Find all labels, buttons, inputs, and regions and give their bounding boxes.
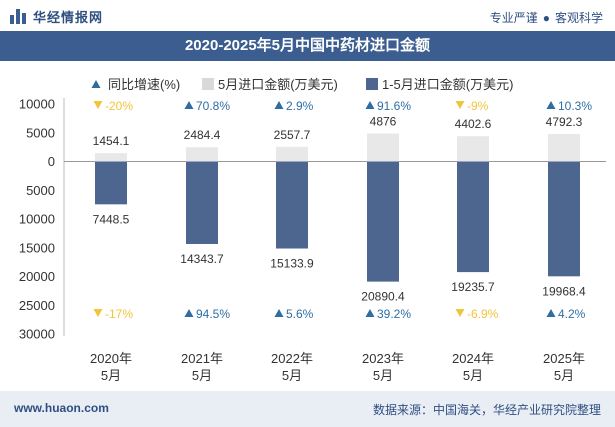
ytd-bar	[548, 161, 580, 277]
footer: www.huaon.com 数据来源：中国海关，华经产业研究院整理	[0, 391, 615, 427]
legend-monthly-label: 5月进口金额(万美元)	[218, 77, 338, 92]
x-category-label: 2023年	[362, 351, 404, 366]
growth-ytd-label: 94.5%	[196, 307, 230, 321]
ytd-bar	[457, 161, 489, 273]
monthly-bar	[276, 146, 308, 162]
footer-source: 数据来源：中国海关，华经产业研究院整理	[372, 403, 601, 417]
monthly-value-label: 1454.1	[93, 134, 130, 148]
y-tick-label: 10000	[19, 212, 55, 227]
growth-up-icon	[274, 309, 284, 317]
x-category-label: 2020年	[90, 351, 132, 366]
growth-monthly-label: 2.9%	[286, 99, 314, 113]
legend-monthly-swatch	[202, 78, 214, 90]
growth-ytd-label: 4.2%	[558, 307, 586, 321]
brand-name: 华经情报网	[33, 10, 104, 25]
growth-ytd-label: -6.9%	[467, 307, 499, 321]
monthly-value-label: 2484.4	[184, 128, 221, 142]
y-tick-label: 10000	[19, 97, 55, 112]
ytd-value-label: 15133.9	[270, 257, 314, 271]
ytd-value-label: 7448.5	[93, 212, 130, 226]
growth-down-icon	[455, 101, 465, 109]
chart: 同比增速(%) 5月进口金额(万美元) 1-5月进口金额(万美元) 10000 5000…	[19, 77, 606, 383]
tagline-right: 客观科学	[554, 11, 603, 25]
ytd-value-label: 19968.4	[542, 284, 586, 298]
title-bar: 2020-2025年5月中国中药材进口金额	[0, 31, 615, 61]
monthly-bar	[186, 147, 218, 162]
ytd-bar	[95, 161, 127, 205]
tagline: 专业严谨 ● 客观科学	[490, 9, 603, 26]
growth-monthly-label: -20%	[105, 99, 133, 113]
monthly-value-label: 4402.6	[455, 117, 492, 131]
growth-monthly-label: 10.3%	[558, 99, 592, 113]
x-category-label: 5月	[463, 368, 483, 383]
growth-down-icon	[93, 101, 103, 109]
growth-up-icon	[546, 101, 556, 109]
ytd-bar	[276, 161, 308, 249]
ytd-value-label: 14343.7	[180, 252, 224, 266]
ytd-bar	[367, 161, 399, 282]
x-category-label: 2022年	[271, 351, 313, 366]
growth-ytd-label: 5.6%	[286, 307, 314, 321]
growth-monthly-label: 91.6%	[377, 99, 411, 113]
monthly-bar	[457, 136, 489, 162]
y-tick-label: 15000	[19, 240, 55, 255]
growth-down-icon	[93, 309, 103, 317]
y-tick-label: 30000	[19, 327, 55, 342]
growth-up-icon	[546, 309, 556, 317]
growth-monthly-label: 70.8%	[196, 99, 230, 113]
growth-ytd-label: -17%	[105, 307, 133, 321]
x-category-label: 2024年	[452, 351, 494, 366]
brand: 华经情报网	[10, 7, 103, 26]
growth-up-icon	[184, 101, 194, 109]
growth-up-icon	[365, 101, 375, 109]
growth-ytd-label: 39.2%	[377, 307, 411, 321]
chart-title: 2020-2025年5月中国中药材进口金额	[184, 37, 431, 54]
x-category-label: 5月	[282, 368, 302, 383]
legend-growth-label: 同比增速(%)	[108, 77, 180, 92]
growth-monthly-label: -9%	[467, 99, 489, 113]
ytd-value-label: 20890.4	[361, 290, 405, 304]
monthly-bar	[548, 133, 580, 162]
monthly-value-label: 4876	[370, 114, 397, 128]
ytd-bar	[186, 161, 218, 244]
y-tick-label: 5000	[26, 183, 55, 198]
x-category-label: 2021年	[181, 351, 223, 366]
y-tick-label: 0	[48, 154, 55, 169]
x-category-label: 2025年	[543, 351, 585, 366]
x-category-label: 5月	[192, 368, 212, 383]
growth-up-icon	[365, 309, 375, 317]
legend-ytd-swatch	[366, 78, 378, 90]
growth-down-icon	[455, 309, 465, 317]
tagline-dot: ●	[542, 11, 550, 25]
x-category-label: 5月	[554, 368, 574, 383]
monthly-value-label: 4792.3	[546, 115, 583, 129]
growth-up-icon	[91, 80, 101, 88]
legend-ytd-label: 1-5月进口金额(万美元)	[382, 77, 513, 92]
y-tick-label: 20000	[19, 269, 55, 284]
ytd-value-label: 19235.7	[451, 280, 495, 294]
brand-logo-icon	[10, 9, 27, 24]
growth-up-icon	[184, 309, 194, 317]
footer-url: www.huaon.com	[14, 401, 109, 415]
top-bar: 华经情报网 专业严谨 ● 客观科学	[0, 0, 615, 30]
y-tick-label: 5000	[26, 125, 55, 140]
x-category-label: 5月	[101, 368, 121, 383]
y-tick-label: 25000	[19, 298, 55, 313]
tagline-left: 专业严谨	[489, 11, 538, 25]
monthly-value-label: 2557.7	[274, 128, 311, 142]
x-category-label: 5月	[373, 368, 393, 383]
monthly-bar	[367, 133, 399, 162]
growth-up-icon	[274, 101, 284, 109]
monthly-bar	[95, 153, 127, 162]
